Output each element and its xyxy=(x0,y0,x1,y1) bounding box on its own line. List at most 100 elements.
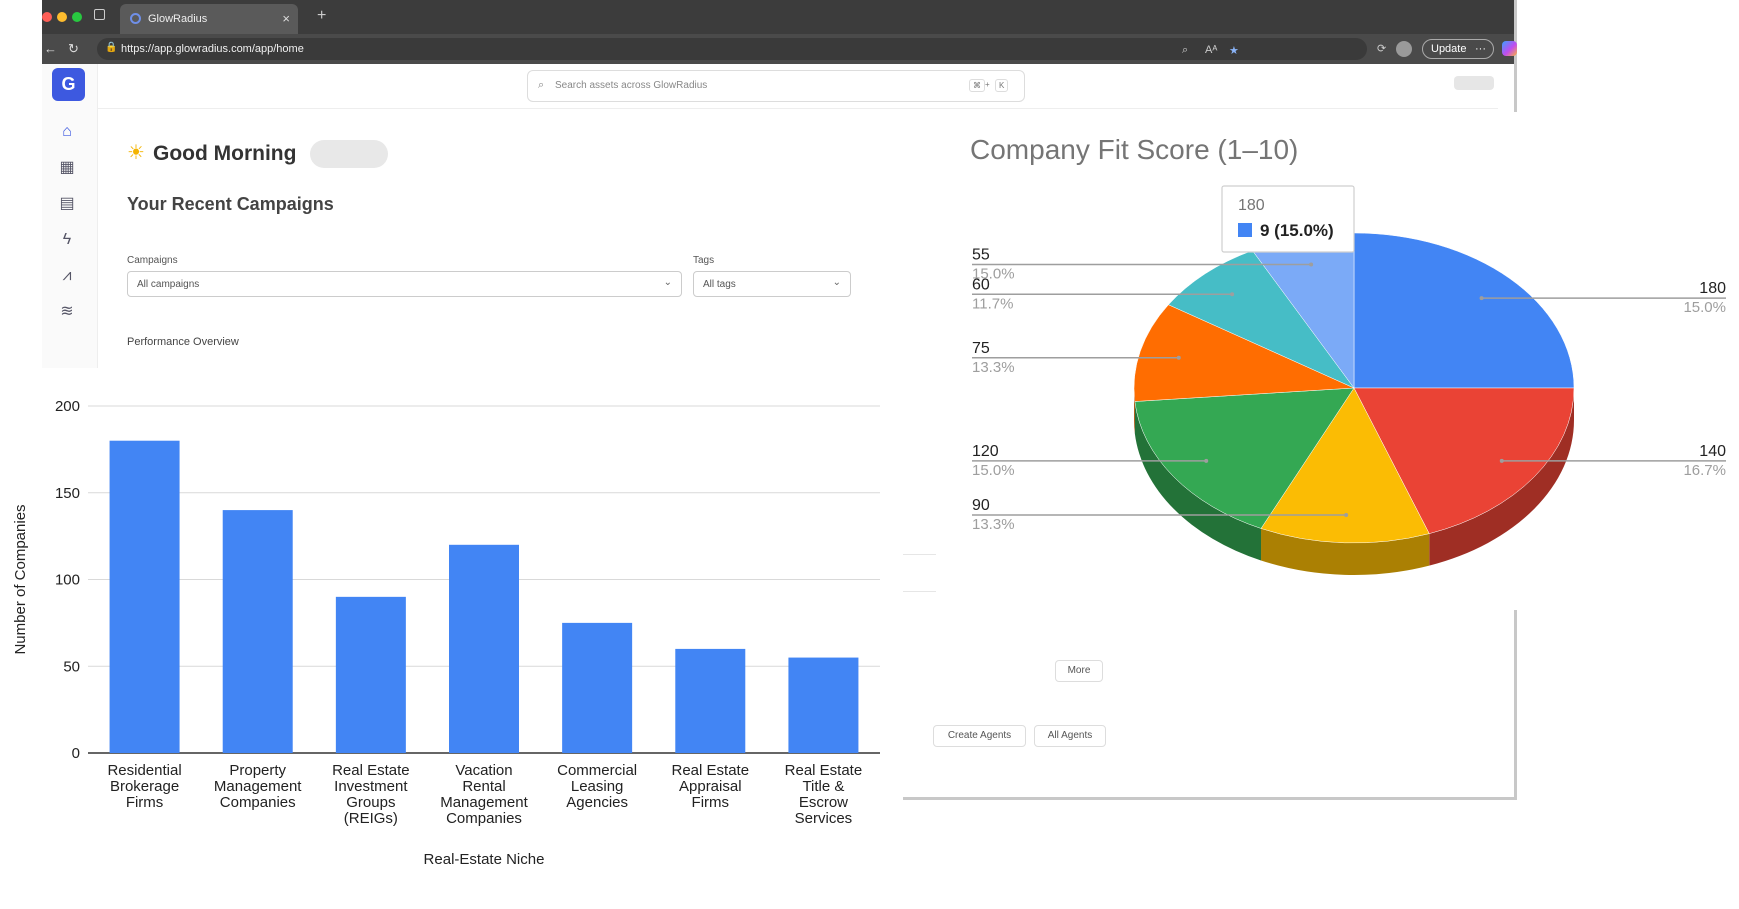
leader-dot xyxy=(1204,458,1209,463)
tab-title: GlowRadius xyxy=(148,13,208,25)
read-aloud-icon[interactable]: Aᴬ xyxy=(1205,44,1218,56)
address-bar: ← ↻ 🔒 https://app.glowradius.com/app/hom… xyxy=(42,34,1517,64)
pie-chart: Company Fit Score (1–10) 180 15.0% 140 16.7%… xyxy=(970,134,1726,575)
pie-slice xyxy=(1353,387,1575,534)
extensions-icon[interactable]: ⟳ xyxy=(1377,43,1387,55)
bar-chart-panel: 0 50 100 150 200 Residential Brokerage Firms Pro… xyxy=(0,368,903,909)
route-icon[interactable]: ≋ xyxy=(60,303,74,320)
pie-slice xyxy=(1260,387,1430,544)
slice-value-label: 60 xyxy=(972,276,990,293)
slice-percent-label: 15.0% xyxy=(972,266,1015,283)
leader-dot xyxy=(1176,355,1181,360)
bar xyxy=(449,544,519,753)
back-icon[interactable]: ← xyxy=(44,41,57,56)
x-tick-label-line: Escrow xyxy=(799,794,848,811)
x-tick-label-line: Companies xyxy=(446,810,522,827)
maximize-window-icon[interactable] xyxy=(72,12,82,22)
slice-value-label: 75 xyxy=(972,340,990,357)
favicon-icon xyxy=(130,13,141,24)
x-tick-label-line: Real Estate xyxy=(332,762,410,779)
pie-slice-side xyxy=(1429,388,1574,566)
bolt-icon[interactable]: ϟ xyxy=(62,231,72,248)
x-tick-label: Real Estate Title & Escrow Services xyxy=(785,762,863,827)
y-tick-label: 100 xyxy=(55,572,80,589)
x-tick-label-line: Brokerage xyxy=(110,778,179,795)
x-tick-label-line: Leasing xyxy=(571,778,624,795)
header-divider xyxy=(98,108,1498,109)
slice-percent-label: 13.3% xyxy=(972,359,1015,376)
x-tick-label: Property Management Companies xyxy=(214,762,302,811)
more-button[interactable]: More xyxy=(1055,660,1103,682)
url-field[interactable]: 🔒 https://app.glowradius.com/app/home ⌕ … xyxy=(97,38,1367,60)
x-tick-label-line: Management xyxy=(214,778,302,795)
performance-overview-heading: Performance Overview xyxy=(127,336,239,348)
profile-avatar[interactable] xyxy=(1396,41,1412,57)
slice-value-label: 90 xyxy=(972,497,990,514)
chart-title: Company Fit Score (1–10) xyxy=(970,134,1298,165)
tags-value: All tags xyxy=(703,279,736,290)
y-tick-label: 50 xyxy=(63,658,80,675)
create-agents-button[interactable]: Create Agents xyxy=(933,725,1026,747)
analytics-icon[interactable]: ⩘ xyxy=(62,267,72,284)
minimize-window-icon[interactable] xyxy=(57,12,67,22)
tab-close-icon[interactable]: × xyxy=(282,11,290,26)
x-tick-label-line: Companies xyxy=(220,794,296,811)
update-button[interactable]: Update ··· xyxy=(1422,39,1494,59)
campaigns-select[interactable]: All campaigns ⌄ xyxy=(127,271,682,297)
browser-tab[interactable]: GlowRadius × xyxy=(120,4,298,34)
x-tick-label-line: Real Estate xyxy=(672,762,750,779)
redacted-username xyxy=(310,140,388,168)
all-agents-button[interactable]: All Agents xyxy=(1034,725,1106,747)
pie-slice-side xyxy=(1134,388,1135,434)
slice-value-label: 120 xyxy=(972,443,999,460)
reload-icon[interactable]: ↻ xyxy=(68,41,79,56)
table-icon[interactable]: ▦ xyxy=(59,159,75,176)
y-tick-label: 0 xyxy=(72,745,80,762)
document-icon[interactable]: ▤ xyxy=(59,195,75,212)
x-tick-label: Real Estate Investment Groups (REIGs) xyxy=(332,762,410,827)
bar xyxy=(222,510,293,753)
y-tick-label: 150 xyxy=(55,485,80,502)
pie-chart-panel: Company Fit Score (1–10) 180 15.0% 140 16.7%… xyxy=(936,112,1739,610)
slice-percent-label: 11.7% xyxy=(972,295,1013,312)
shortcut-plus: + xyxy=(985,80,990,89)
pie-slice xyxy=(1134,387,1355,529)
chevron-down-icon: ⌄ xyxy=(832,277,841,288)
x-tick-label-line: Rental xyxy=(462,778,505,795)
glowradius-logo[interactable]: G xyxy=(52,68,85,101)
slice-value-label: 140 xyxy=(1699,443,1726,460)
slice-percent-label: 13.3% xyxy=(972,516,1015,533)
home-icon[interactable]: ⌂ xyxy=(62,123,72,140)
leader-dot xyxy=(1499,458,1504,463)
url-text: https://app.glowradius.com/app/home xyxy=(121,43,304,55)
slice-percent-label: 15.0% xyxy=(1683,299,1726,316)
leader-dot xyxy=(1479,296,1484,301)
tooltip-swatch xyxy=(1238,223,1252,237)
close-window-icon[interactable] xyxy=(42,12,52,22)
tags-label: Tags xyxy=(693,255,715,266)
bar xyxy=(562,622,633,753)
x-tick-label-line: Real Estate xyxy=(785,762,863,779)
search-icon: ⌕ xyxy=(538,79,545,91)
slice-percent-label: 16.7% xyxy=(1683,462,1726,479)
user-menu-toggle[interactable] xyxy=(1454,76,1494,90)
update-label: Update xyxy=(1431,43,1467,55)
sidebar-toggle-icon[interactable] xyxy=(94,9,105,20)
leader-dot xyxy=(1344,512,1349,517)
x-tick-label: Real Estate Appraisal Firms xyxy=(672,762,750,811)
y-tick-label: 200 xyxy=(55,398,80,415)
bar xyxy=(788,657,859,753)
leader-dot xyxy=(1309,262,1314,267)
tooltip-value: 9 (15.0%) xyxy=(1260,221,1334,240)
copilot-icon[interactable] xyxy=(1502,41,1517,56)
global-search[interactable]: ⌕ Search assets across GlowRadius ⌘ + K xyxy=(527,70,1025,102)
favorite-star-icon[interactable]: ★ xyxy=(1229,45,1239,57)
x-tick-label-line: Investment xyxy=(334,778,408,795)
new-tab-icon[interactable]: + xyxy=(317,7,327,24)
campaigns-label: Campaigns xyxy=(127,255,178,266)
tags-select[interactable]: All tags ⌄ xyxy=(693,271,851,297)
zoom-icon[interactable]: ⌕ xyxy=(1182,44,1189,56)
more-icon[interactable]: ··· xyxy=(1475,43,1486,55)
slice-value-label: 55 xyxy=(972,247,990,264)
greeting-heading: Good Morning xyxy=(153,142,297,165)
